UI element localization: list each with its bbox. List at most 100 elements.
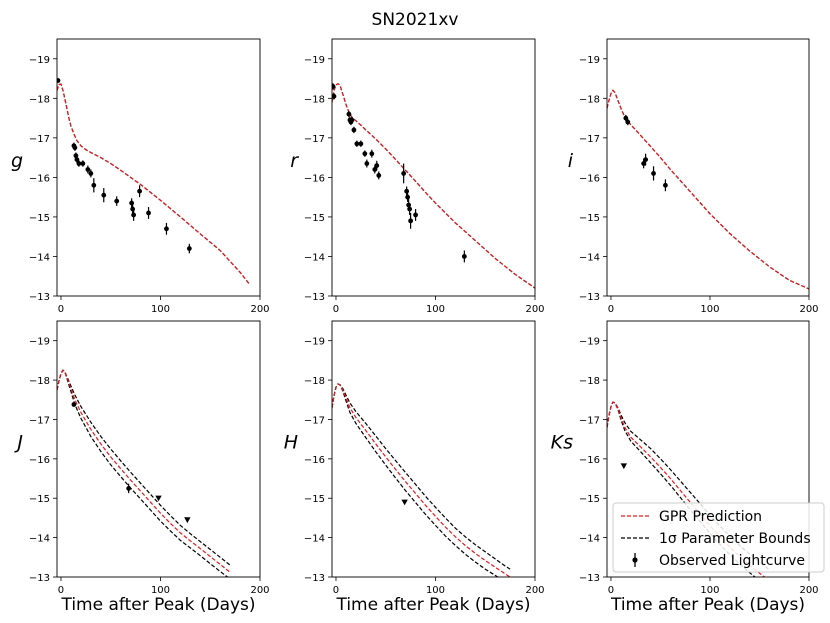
band-label: i — [568, 150, 574, 172]
observed-point — [346, 111, 352, 117]
panel-j: −19 −18 −17 −16 −15 −14 −13 0 100 200 J Time after … — [13, 320, 270, 615]
gpr-prediction-line — [607, 89, 809, 290]
observed-point — [349, 117, 355, 123]
panel-r: −19 −18 −17 −16 −15 −14 −13 0 100 200 r — [290, 38, 545, 315]
xtick-label: 100 — [151, 304, 170, 315]
legend-bounds-label: 1σ Parameter Bounds — [659, 531, 811, 547]
observed-point — [407, 206, 413, 212]
observed-point — [405, 194, 411, 200]
panel-h: −19 −18 −17 −16 −15 −14 −13 0 100 200 H Time after … — [284, 320, 545, 615]
xtick-label: 0 — [58, 585, 64, 596]
observed-point — [369, 151, 375, 157]
ytick-label: −19 — [579, 55, 600, 66]
observed-point — [372, 167, 378, 172]
observed-point — [76, 161, 82, 166]
band-label: r — [290, 150, 299, 172]
observed-point — [164, 226, 169, 232]
observed-point — [651, 171, 656, 176]
plot-area — [332, 82, 535, 289]
xtick-label: 100 — [151, 585, 170, 596]
observed-point — [91, 182, 97, 188]
observed-point — [57, 78, 61, 83]
gpr-prediction-line — [57, 369, 231, 573]
plot-area — [607, 89, 809, 290]
observed-point — [641, 161, 647, 166]
legend: GPR Prediction 1σ Parameter Bounds Obser… — [612, 502, 825, 573]
ytick-label: −17 — [579, 415, 600, 426]
ytick-label: −18 — [29, 376, 50, 387]
upper-limit-marker — [620, 463, 628, 470]
panel-g: −19 −18 −17 −16 −15 −14 −13 0 100 200 g — [11, 38, 270, 315]
band-label: Ks — [551, 431, 573, 453]
observed-point — [413, 212, 418, 218]
observed-point — [130, 206, 136, 212]
ytick-label: −13 — [29, 573, 50, 584]
ytick-label: −15 — [579, 494, 600, 505]
ytick-label: −14 — [579, 534, 600, 545]
observed-point — [126, 485, 132, 491]
observed-point — [186, 246, 192, 251]
ytick-label: −17 — [29, 415, 50, 426]
axes-frame — [606, 38, 810, 297]
xtick-label: 0 — [58, 304, 64, 315]
figure-title: SN2021xv — [372, 10, 459, 30]
panel-i: −19 −18 −17 −16 −15 −14 −13 0 100 200 i — [568, 38, 819, 315]
observed-point — [623, 115, 629, 121]
xtick-label: 100 — [700, 585, 719, 596]
observed-point — [404, 188, 410, 194]
observed-point — [131, 212, 137, 218]
upper-limit-marker — [155, 495, 162, 502]
observed-point — [362, 151, 368, 157]
x-axis-label: Time after Peak (Days) — [335, 595, 530, 615]
band-label: J — [13, 431, 23, 453]
observed-point — [643, 157, 649, 162]
ytick-label: −16 — [29, 173, 50, 184]
gpr-prediction-line — [332, 383, 511, 577]
ytick-label: −19 — [304, 337, 325, 348]
xtick-label: 100 — [426, 304, 445, 315]
band-label: H — [284, 431, 298, 453]
observed-point — [137, 188, 142, 194]
ytick-label: −17 — [579, 134, 600, 145]
ytick-label: −17 — [29, 134, 50, 145]
ytick-label: −16 — [304, 455, 325, 466]
observed-point — [408, 218, 414, 224]
observed-point — [114, 198, 120, 204]
ytick-label: −14 — [304, 252, 325, 263]
ytick-label: −17 — [304, 415, 325, 426]
ytick-label: −18 — [579, 376, 600, 387]
ytick-label: −18 — [579, 94, 600, 105]
axes-frame — [331, 320, 536, 578]
observed-point — [625, 119, 631, 125]
observed-point — [358, 141, 364, 147]
legend-observed-label: Observed Lightcurve — [659, 553, 805, 569]
observed-point — [374, 163, 380, 168]
observed-point — [71, 402, 77, 407]
axes-frame — [56, 38, 261, 297]
observed-point — [88, 171, 94, 176]
ytick-label: −19 — [29, 55, 50, 66]
ytick-label: −14 — [29, 534, 50, 545]
sigma-bound-line — [57, 369, 229, 577]
band-label: g — [11, 150, 23, 172]
observed-point — [85, 167, 91, 172]
observed-point — [332, 84, 336, 89]
ytick-label: −14 — [579, 252, 600, 263]
ytick-label: −19 — [304, 55, 325, 66]
ytick-label: −13 — [304, 573, 325, 584]
ytick-label: −18 — [304, 94, 325, 105]
plot-area — [332, 383, 511, 577]
ytick-label: −14 — [29, 252, 50, 263]
ytick-label: −17 — [304, 134, 325, 145]
xtick-label: 0 — [608, 304, 614, 315]
ytick-label: −15 — [29, 213, 50, 224]
legend-frame — [612, 502, 825, 573]
ytick-label: −13 — [304, 292, 325, 303]
ytick-label: −13 — [29, 292, 50, 303]
xtick-label: 200 — [250, 585, 269, 596]
observed-point — [401, 171, 407, 176]
plot-area — [57, 78, 251, 286]
sigma-bound-line — [57, 369, 231, 566]
ytick-label: −15 — [304, 494, 325, 505]
